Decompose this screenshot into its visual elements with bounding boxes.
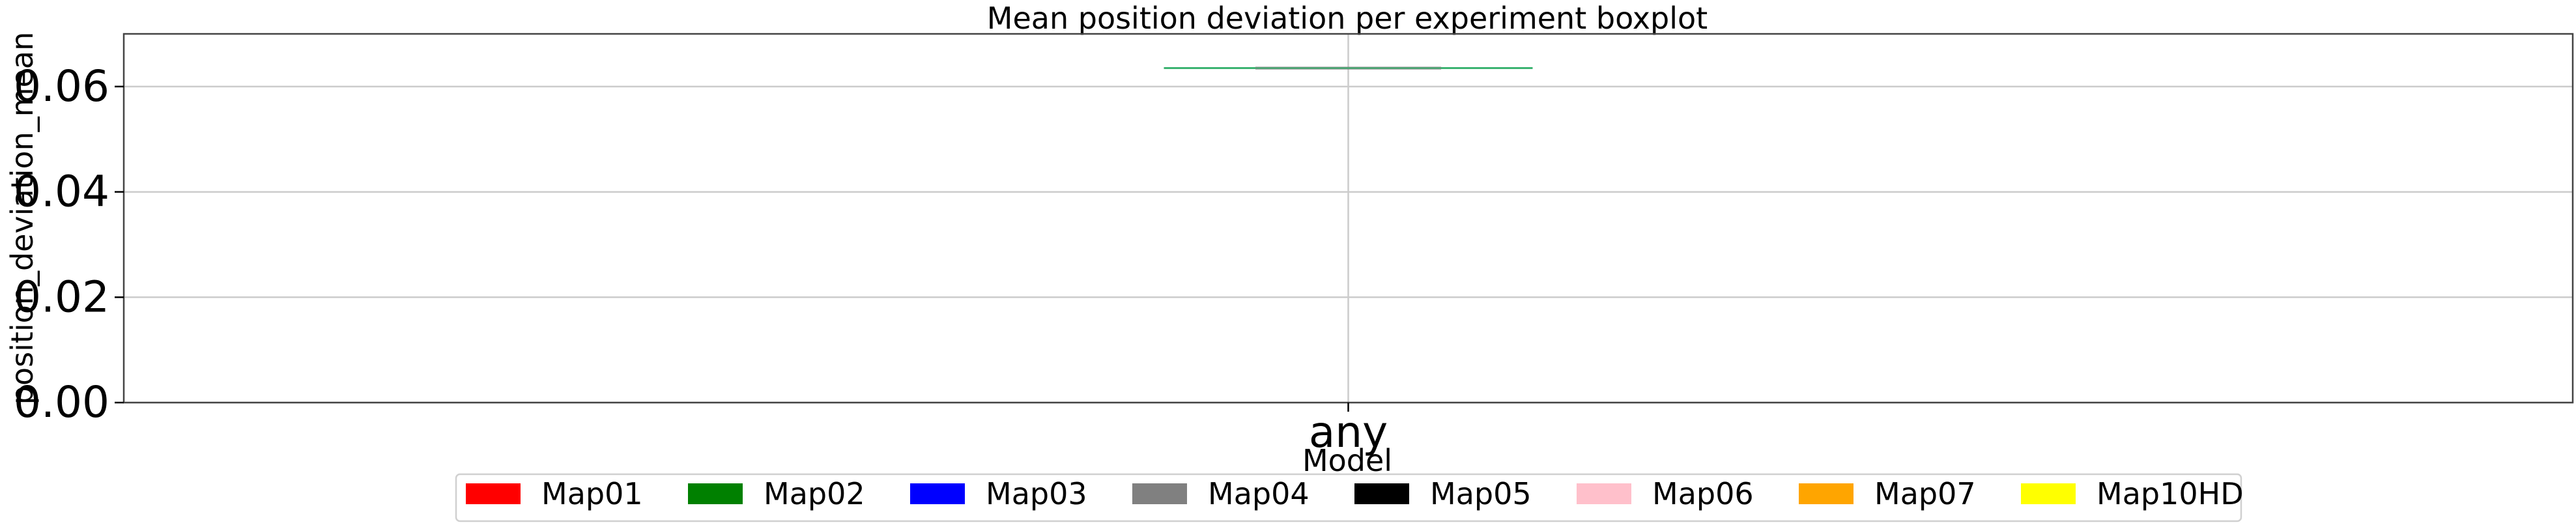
legend-label: Map04 bbox=[1208, 476, 1309, 511]
legend-swatch bbox=[910, 483, 965, 504]
legend-label: Map06 bbox=[1652, 476, 1754, 511]
legend-label: Map01 bbox=[541, 476, 643, 511]
legend-label: Map07 bbox=[1874, 476, 1976, 511]
legend-swatch bbox=[466, 483, 521, 504]
legend-swatch bbox=[1799, 483, 1853, 504]
legend-swatch bbox=[2021, 483, 2076, 504]
legend-swatch bbox=[688, 483, 743, 504]
box-group bbox=[1164, 66, 1533, 70]
y-tick-label: 0.02 bbox=[14, 272, 109, 322]
grid-lines bbox=[124, 34, 2573, 404]
legend-label: Map03 bbox=[986, 476, 1087, 511]
legend-label: Map10HD bbox=[2097, 476, 2244, 511]
legend-swatch bbox=[1354, 483, 1409, 504]
y-ticks: 0.00 0.02 0.04 0.06 bbox=[14, 61, 124, 427]
x-axis-label: Model bbox=[1302, 443, 1392, 478]
chart-title: Mean position deviation per experiment b… bbox=[987, 1, 1708, 36]
y-tick-label: 0.00 bbox=[14, 377, 109, 427]
legend: Map01 Map02 Map03 Map04 Map05 Map06 Map07 Map10… bbox=[455, 473, 2244, 522]
x-ticks: any bbox=[1309, 403, 1388, 457]
legend-label: Map05 bbox=[1430, 476, 1532, 511]
legend-swatch bbox=[1132, 483, 1187, 504]
y-tick-label: 0.04 bbox=[14, 167, 109, 217]
legend-frame bbox=[455, 473, 2242, 522]
x-tick-label: any bbox=[1309, 407, 1388, 457]
legend-swatch bbox=[1577, 483, 1631, 504]
y-axis-label: position_deviation_mean bbox=[5, 32, 40, 405]
legend-label: Map02 bbox=[764, 476, 865, 511]
y-tick-label: 0.06 bbox=[14, 61, 109, 111]
